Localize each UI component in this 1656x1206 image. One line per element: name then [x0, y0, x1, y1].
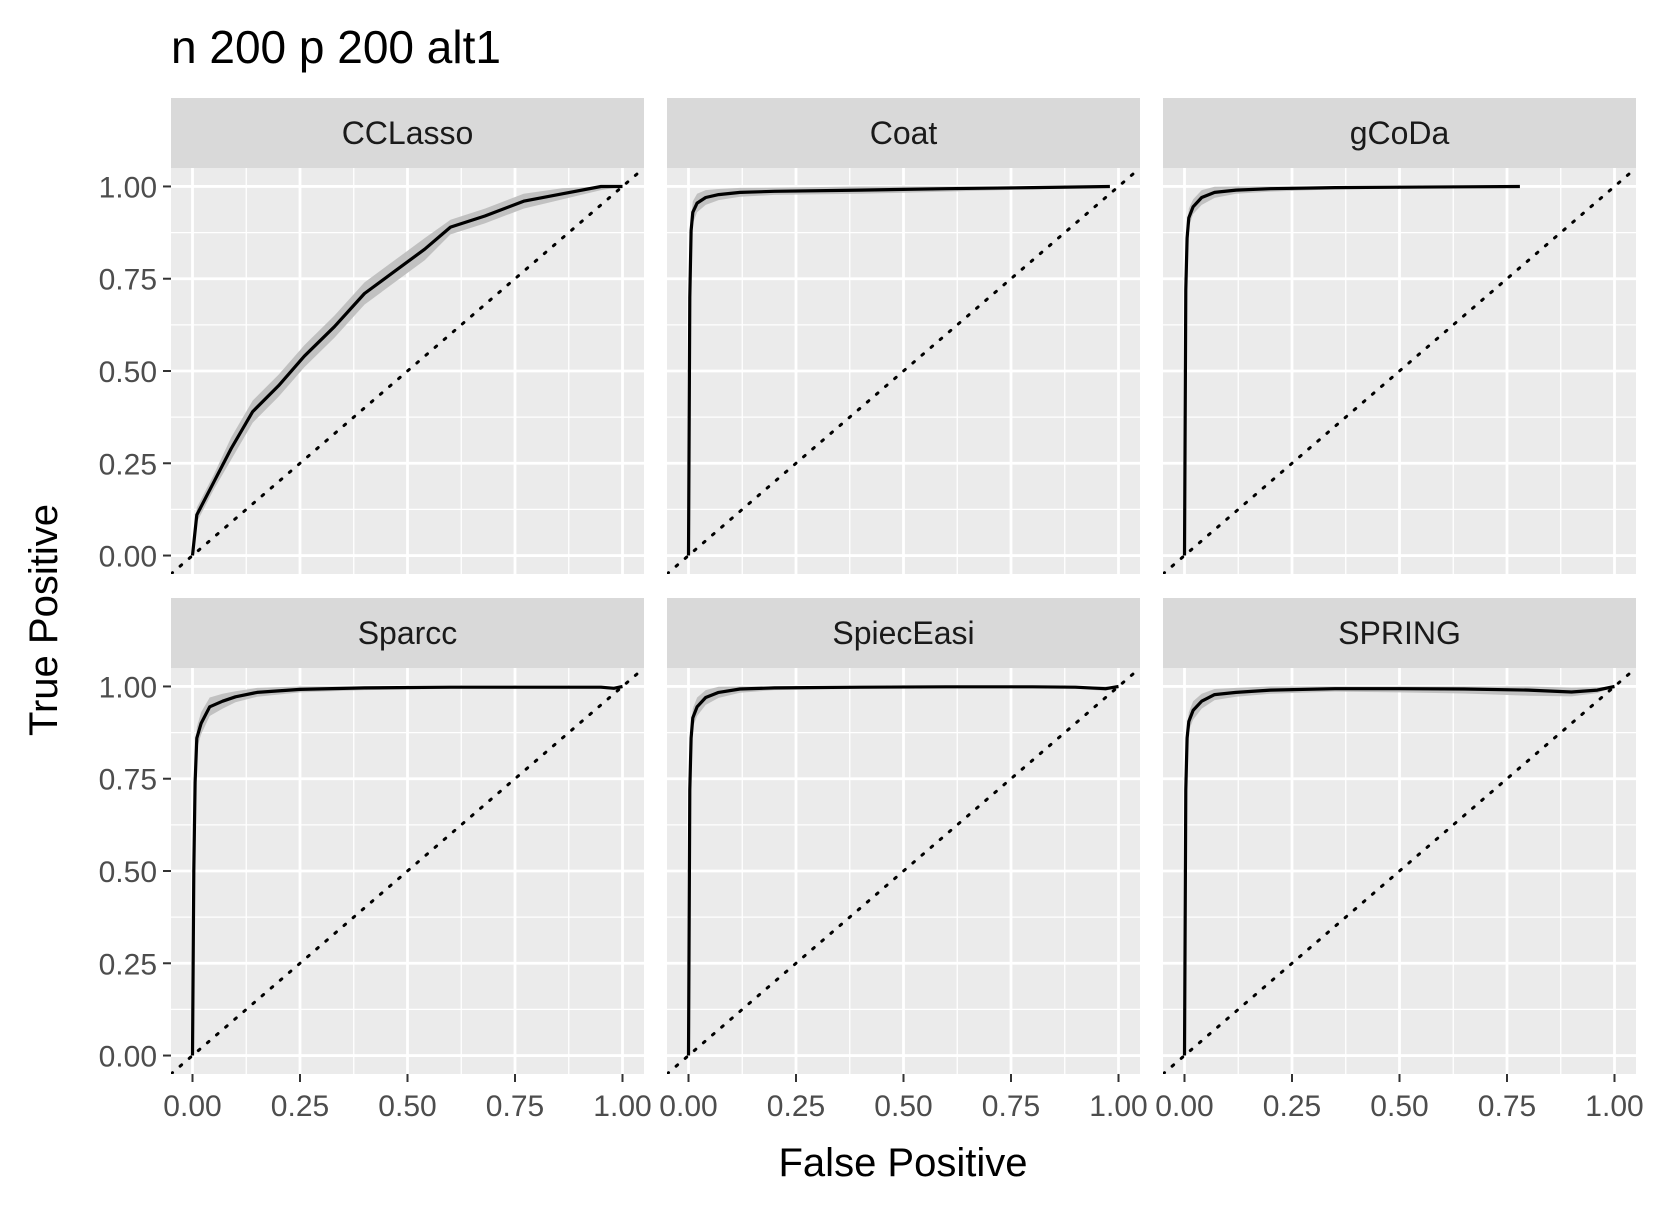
y-tick-label: 0.50	[99, 856, 157, 889]
x-tick-label: 1.00	[593, 1090, 651, 1123]
roc-line-spring	[1182, 684, 1615, 1056]
strip-coat	[667, 98, 1140, 168]
x-axis-ticks: 0.00 0.25 0.50 0.75 1.00 0.00 0.25 0.50 0.75 1.00…	[163, 1074, 1644, 1123]
y-axis-title: True Positive	[22, 504, 66, 736]
y-tick-label: 1.00	[99, 171, 157, 204]
x-tick-label: 0.50	[874, 1090, 932, 1123]
panel-gcoda: gCoDa	[1163, 98, 1636, 574]
y-tick-label: 0.25	[99, 448, 157, 481]
y-tick-label: 0.75	[99, 264, 157, 297]
y-tick-label: 0.25	[99, 948, 157, 981]
panel-cclasso: CCLasso	[171, 98, 644, 574]
roc-line-spieceasi	[686, 684, 1119, 1056]
panel-coat: Coat	[667, 98, 1140, 574]
x-tick-label: 0.75	[1478, 1090, 1536, 1123]
x-tick-label: 0.75	[486, 1090, 544, 1123]
y-tick-label: 1.00	[99, 671, 157, 704]
panel-data	[667, 168, 1140, 574]
y-axis-ticks: 0.00 0.25 0.50 0.75 1.00 0.00 0.25 0.50 0.75 1.00	[99, 171, 171, 1074]
panel-spieceasi: SpiecEasi	[667, 598, 1140, 1074]
reference-diagonal	[171, 668, 644, 1074]
panel-data	[1163, 668, 1636, 1074]
panel-data	[1163, 168, 1636, 574]
roc-line-gcoda	[1182, 184, 1520, 556]
roc-line-coat	[686, 184, 1110, 556]
x-tick-label: 0.50	[378, 1090, 436, 1123]
reference-diagonal	[1163, 168, 1636, 574]
strip-label-gcoda: gCoDa	[1350, 115, 1450, 151]
strip-sparcc	[171, 598, 644, 668]
facet-panels: CCLasso Coat gCoDa Sparcc SpiecEasi SPRING	[171, 98, 1636, 1074]
strip-cclasso	[171, 98, 644, 168]
y-tick-label: 0.75	[99, 764, 157, 797]
x-tick-label: 0.75	[982, 1090, 1040, 1123]
strip-label-sparcc: Sparcc	[358, 615, 458, 651]
x-tick-label: 0.25	[271, 1090, 329, 1123]
reference-diagonal	[667, 668, 1140, 1074]
strip-gcoda	[1163, 98, 1636, 168]
x-tick-label: 1.00	[1585, 1090, 1643, 1123]
roc-line-cclasso	[190, 184, 623, 556]
strip-label-spring: SPRING	[1338, 615, 1461, 651]
strip-spieceasi	[667, 598, 1140, 668]
panel-spring: SPRING	[1163, 598, 1636, 1074]
panel-data	[171, 168, 644, 574]
strip-spring	[1163, 598, 1636, 668]
reference-diagonal	[171, 168, 644, 574]
y-tick-label: 0.00	[99, 1041, 157, 1074]
reference-diagonal	[667, 168, 1140, 574]
y-tick-label: 0.00	[99, 541, 157, 574]
reference-diagonal	[1163, 668, 1636, 1074]
x-tick-label: 1.00	[1089, 1090, 1147, 1123]
x-tick-label: 0.00	[1155, 1090, 1213, 1123]
x-axis-title: False Positive	[779, 1141, 1028, 1185]
x-tick-label: 0.50	[1370, 1090, 1428, 1123]
panel-data	[667, 668, 1140, 1074]
panel-sparcc: Sparcc	[171, 598, 644, 1074]
chart-title: n 200 p 200 alt1	[171, 21, 501, 73]
y-tick-label: 0.50	[99, 356, 157, 389]
x-tick-label: 0.25	[1263, 1090, 1321, 1123]
roc-line-sparcc	[190, 684, 623, 1056]
x-tick-label: 0.25	[767, 1090, 825, 1123]
strip-label-cclasso: CCLasso	[342, 115, 474, 151]
x-tick-label: 0.00	[163, 1090, 221, 1123]
strip-label-coat: Coat	[870, 115, 938, 151]
x-tick-label: 0.00	[659, 1090, 717, 1123]
strip-label-spieceasi: SpiecEasi	[832, 615, 974, 651]
panel-data	[171, 668, 644, 1074]
